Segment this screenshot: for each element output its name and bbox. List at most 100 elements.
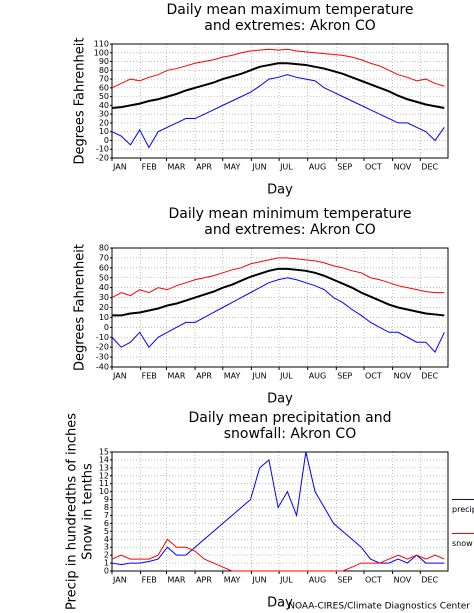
- x-tick-label: JUL: [279, 372, 293, 381]
- y-axis-label: Degrees Fahrenheit: [73, 244, 88, 371]
- x-tick-label: OCT: [365, 576, 382, 585]
- plot-frame: [111, 247, 449, 368]
- y-tick-label: 11: [99, 479, 109, 488]
- x-tick-label: NOV: [394, 372, 412, 381]
- y-tick-label: 50: [99, 273, 109, 282]
- footer: NOAA-CIRES/Climate Diagnostics Center: [288, 602, 470, 612]
- y-tick-label: 2: [104, 551, 109, 560]
- x-tick-label: JUN: [251, 576, 266, 585]
- chart-title: Daily mean maximum temperature: [166, 2, 413, 18]
- y-tick-label: 14: [99, 455, 109, 464]
- y-tick-label: 5: [104, 527, 109, 536]
- chart-title: Daily mean minimum temperature: [169, 206, 412, 222]
- y-tick-label: 20: [99, 118, 109, 127]
- y-tick-label: 30: [99, 293, 109, 302]
- y-tick-label: 0: [104, 136, 109, 145]
- x-axis-label: Day: [267, 183, 293, 198]
- y-axis-label: Snow in tenths: [81, 463, 96, 560]
- y-tick-label: -10: [96, 145, 109, 154]
- x-tick-label: JUN: [251, 163, 266, 172]
- x-tick-label: APR: [196, 163, 212, 172]
- x-tick-label: MAY: [224, 372, 241, 381]
- data-line: [111, 257, 445, 299]
- data-line: [111, 62, 445, 110]
- y-tick-label: 6: [104, 519, 109, 528]
- y-tick-label: 30: [99, 110, 109, 119]
- x-tick-label: JUL: [279, 163, 293, 172]
- data-line: [111, 48, 445, 89]
- y-axis-label: Degrees Fahrenheit: [73, 38, 88, 165]
- x-tick-label: SEP: [337, 163, 352, 172]
- x-tick-label: DEC: [421, 163, 438, 172]
- y-tick-label: 10: [99, 127, 109, 136]
- chart-title: and extremes: Akron CO: [204, 18, 376, 34]
- x-tick-label: MAY: [224, 576, 241, 585]
- y-tick-label: 60: [99, 263, 109, 272]
- y-tick-label: 110: [94, 40, 109, 49]
- y-tick-label: 10: [99, 313, 109, 322]
- plot-frame: [111, 43, 449, 159]
- data-line: [111, 277, 445, 354]
- x-tick-label: APR: [196, 372, 212, 381]
- y-tick-label: 1: [104, 559, 109, 568]
- y-tick-label: 60: [99, 83, 109, 92]
- x-tick-label: OCT: [365, 163, 382, 172]
- x-tick-label: DEC: [421, 576, 438, 585]
- x-tick-label: JUN: [251, 372, 266, 381]
- x-tick-label: JAN: [112, 163, 127, 172]
- y-tick-label: 50: [99, 92, 109, 101]
- y-tick-label: 4: [104, 535, 109, 544]
- data-line: [111, 538, 445, 572]
- y-tick-label: 70: [99, 253, 109, 262]
- x-tick-label: FEB: [142, 163, 157, 172]
- x-tick-label: AUG: [309, 372, 327, 381]
- x-tick-label: NOV: [394, 576, 412, 585]
- y-tick-label: 10: [99, 487, 109, 496]
- y-tick-label: 80: [99, 66, 109, 75]
- x-tick-label: OCT: [365, 372, 382, 381]
- y-axis-label: Precip in hundredths of inches: [65, 413, 80, 610]
- y-tick-label: 9: [104, 495, 109, 504]
- data-line: [112, 267, 445, 317]
- y-tick-label: 40: [99, 283, 109, 292]
- x-tick-label: SEP: [337, 576, 352, 585]
- x-axis-label: Day: [267, 596, 293, 611]
- x-tick-label: MAR: [167, 372, 185, 381]
- chart-title: and extremes: Akron CO: [204, 222, 376, 238]
- x-tick-label: DEC: [421, 372, 438, 381]
- y-tick-label: -10: [96, 333, 109, 342]
- x-tick-label: JAN: [112, 372, 127, 381]
- x-tick-label: MAY: [224, 163, 241, 172]
- x-tick-label: AUG: [309, 576, 327, 585]
- y-tick-label: 70: [99, 75, 109, 84]
- y-tick-label: -40: [96, 363, 109, 372]
- x-tick-label: AUG: [309, 163, 327, 172]
- x-tick-label: JAN: [112, 576, 127, 585]
- chart-title: snowfall: Akron CO: [224, 426, 356, 442]
- y-tick-label: 0: [104, 567, 109, 576]
- y-tick-label: 13: [99, 463, 109, 472]
- y-tick-label: 20: [99, 303, 109, 312]
- y-tick-label: 80: [99, 244, 109, 253]
- y-tick-label: -20: [96, 154, 109, 163]
- y-tick-label: 8: [104, 503, 109, 512]
- x-tick-label: SEP: [337, 372, 352, 381]
- legend-label: precip: [452, 505, 474, 514]
- x-tick-label: MAR: [167, 576, 185, 585]
- y-tick-label: 100: [94, 48, 109, 57]
- y-tick-label: 12: [99, 471, 109, 480]
- x-tick-label: APR: [196, 576, 212, 585]
- data-line: [111, 451, 445, 566]
- y-tick-label: 40: [99, 101, 109, 110]
- data-line: [111, 74, 445, 149]
- y-tick-label: -20: [96, 343, 109, 352]
- y-tick-label: -30: [96, 353, 109, 362]
- chart-title: Daily mean precipitation and: [188, 410, 391, 426]
- y-tick-label: 15: [99, 448, 109, 457]
- legend-label: snow: [452, 539, 473, 548]
- x-tick-label: MAR: [167, 163, 185, 172]
- x-tick-label: NOV: [394, 163, 412, 172]
- y-tick-label: 90: [99, 57, 109, 66]
- x-tick-label: JUL: [279, 576, 293, 585]
- x-tick-label: FEB: [142, 576, 157, 585]
